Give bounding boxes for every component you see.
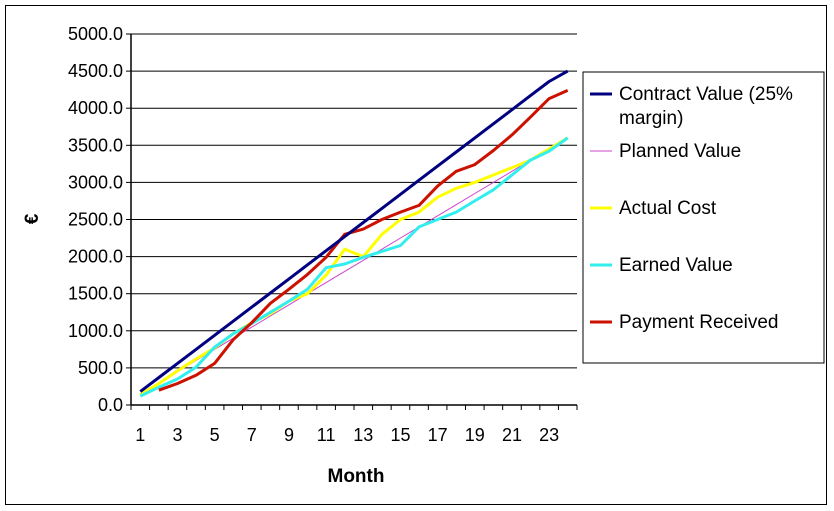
y-tick-label: 0.0: [98, 395, 123, 415]
legend-box: [582, 71, 825, 364]
x-tick-label: 7: [247, 425, 257, 445]
x-tick-label: 19: [465, 425, 485, 445]
y-tick-label: 3500.0: [68, 135, 123, 155]
x-tick-label: 1: [135, 425, 145, 445]
y-axis-label: €: [22, 213, 43, 224]
legend-label: Contract Value (25% margin): [619, 84, 793, 129]
y-tick-label: 5000.0: [68, 24, 123, 44]
x-tick-label: 17: [428, 425, 448, 445]
x-tick-label: 13: [353, 425, 373, 445]
x-tick-label: 5: [210, 425, 220, 445]
series-line-3: [139, 136, 569, 398]
x-axis-label: Month: [328, 466, 385, 487]
series-line-0: [139, 69, 569, 393]
x-tick-label: 15: [390, 425, 410, 445]
legend-label: Payment Received: [619, 312, 778, 333]
x-tick-label: 21: [502, 425, 522, 445]
y-tick-label: 2500.0: [68, 210, 123, 230]
y-tick-label: 1500.0: [68, 284, 123, 304]
x-tick-label: 11: [317, 425, 336, 445]
legend-label: Earned Value: [619, 255, 733, 276]
x-tick-label: 3: [172, 425, 182, 445]
y-tick-label: 3000.0: [68, 172, 123, 192]
y-tick-label: 500.0: [78, 358, 123, 378]
y-tick-label: 4000.0: [68, 98, 123, 118]
legend-label: Actual Cost: [619, 198, 717, 219]
x-tick-label: 9: [284, 425, 294, 445]
y-tick-label: 1000.0: [68, 321, 123, 341]
legend-label: Planned Value: [619, 141, 741, 162]
series-line-4: [158, 89, 569, 392]
y-tick-label: 4500.0: [68, 61, 123, 81]
x-tick-label: 23: [539, 425, 559, 445]
y-tick-label: 2000.0: [68, 247, 123, 267]
